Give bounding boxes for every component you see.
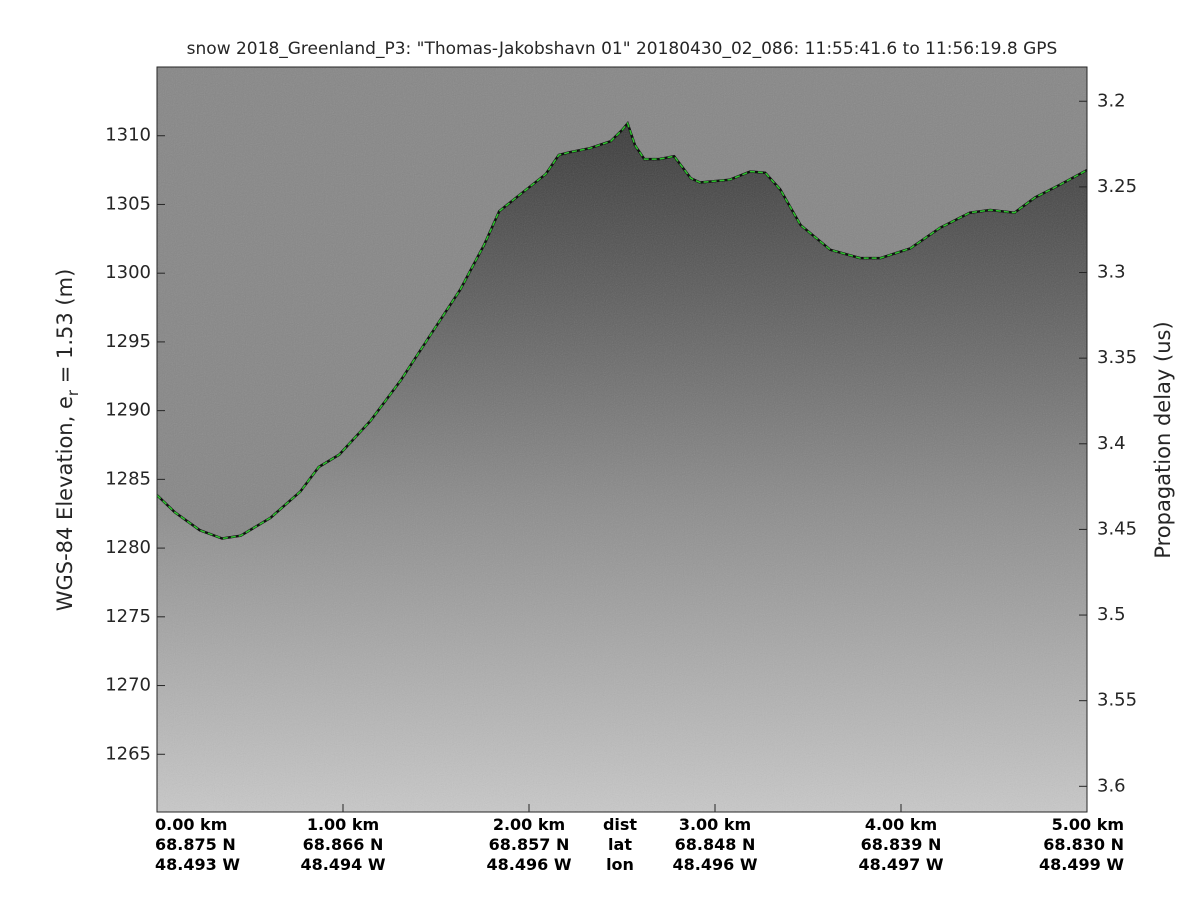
x-tick-lon: 48.496 W [673, 855, 758, 874]
x-tick-label: 0.00 km [155, 815, 227, 834]
x-tick-lon: 48.493 W [155, 855, 240, 874]
x-tick-label: 2.00 km [493, 815, 565, 834]
y-tick-label: 1280 [105, 537, 151, 558]
y2-tick-label: 3.6 [1097, 775, 1126, 796]
x-tick-lat: 68.848 N [675, 835, 756, 854]
x-tick-lat: 68.857 N [489, 835, 570, 854]
noise-texture [157, 67, 1087, 812]
chart-title: snow 2018_Greenland_P3: "Thomas-Jakobsha… [187, 39, 1058, 59]
y-tick-label: 1290 [105, 400, 151, 421]
y-tick-label: 1265 [105, 743, 151, 764]
x-tick-lat: 68.830 N [1043, 835, 1124, 854]
y-axis-label: WGS-84 Elevation, er = 1.53 (m) [53, 269, 82, 612]
row-label: lat [608, 835, 632, 854]
y-tick-label: 1270 [105, 675, 151, 696]
y-tick-label: 1275 [105, 606, 151, 627]
y2-tick-label: 3.45 [1097, 518, 1137, 539]
y2-tick-label: 3.5 [1097, 604, 1126, 625]
row-label: lon [606, 855, 634, 874]
y2-tick-label: 3.55 [1097, 690, 1137, 711]
x-tick-label: 4.00 km [865, 815, 937, 834]
x-tick-lat: 68.866 N [303, 835, 384, 854]
x-tick-label: 3.00 km [679, 815, 751, 834]
x-tick-label: 5.00 km [1052, 815, 1124, 834]
x-tick-label: 1.00 km [307, 815, 379, 834]
y2-tick-label: 3.25 [1097, 176, 1137, 197]
row-label: dist [603, 815, 637, 834]
x-tick-lon: 48.499 W [1039, 855, 1124, 874]
x-tick-lat: 68.875 N [155, 835, 236, 854]
y2-tick-label: 3.4 [1097, 433, 1126, 454]
y2-axis-label: Propagation delay (us) [1151, 321, 1175, 558]
x-tick-lon: 48.496 W [487, 855, 572, 874]
y-label-text: WGS-84 Elevation, e [53, 396, 77, 611]
y2-tick-label: 3.35 [1097, 347, 1137, 368]
y2-tick-label: 3.2 [1097, 90, 1126, 111]
x-tick-lat: 68.839 N [861, 835, 942, 854]
y-tick-label: 1300 [105, 262, 151, 283]
y-label-rest: = 1.53 (m) [53, 269, 77, 390]
x-tick-lon: 48.494 W [301, 855, 386, 874]
y-tick-label: 1305 [105, 193, 151, 214]
y-label-subscript: r [64, 389, 82, 396]
x-tick-lon: 48.497 W [859, 855, 944, 874]
y-tick-label: 1310 [105, 125, 151, 146]
axes-frame [156, 66, 1088, 813]
y2-tick-label: 3.3 [1097, 262, 1126, 283]
y-tick-label: 1285 [105, 468, 151, 489]
y-tick-label: 1295 [105, 331, 151, 352]
